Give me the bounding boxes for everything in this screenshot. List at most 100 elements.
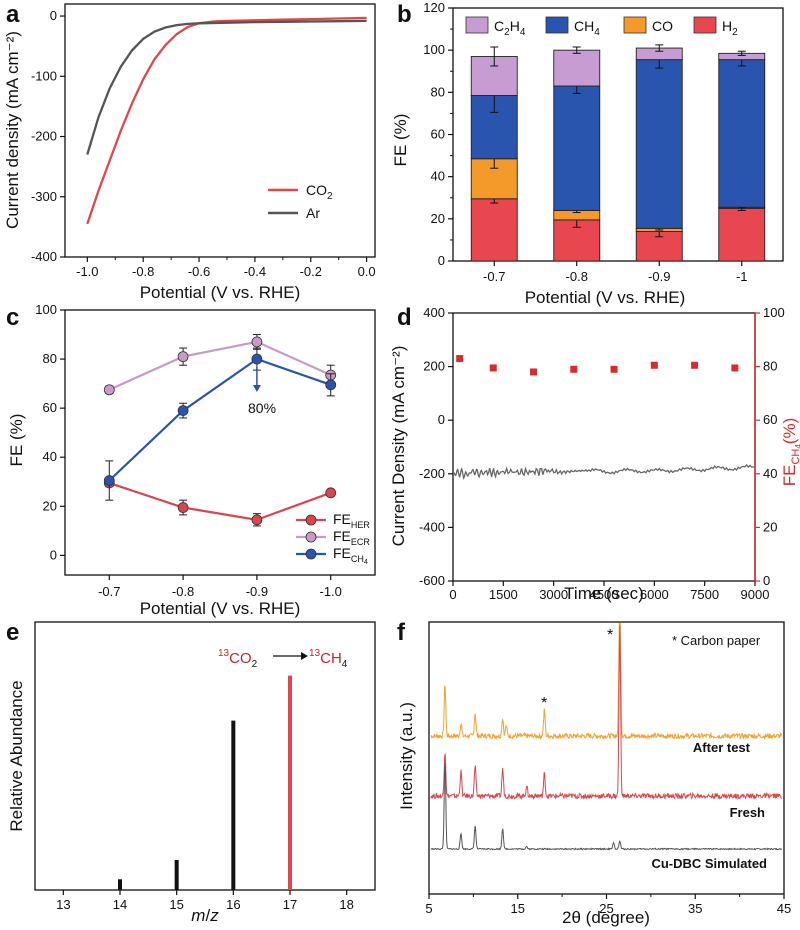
x-tick-label: -1.0 bbox=[320, 584, 342, 599]
panel-e-frame bbox=[34, 621, 376, 891]
fe-ch4-point bbox=[570, 365, 578, 373]
panel-letter-b: b bbox=[397, 1, 412, 28]
series-line-feher bbox=[108, 481, 332, 521]
legend-marker bbox=[305, 514, 317, 526]
y-tick-label: 0 bbox=[438, 412, 445, 427]
bar-co bbox=[470, 158, 518, 200]
fe-ch4-point bbox=[610, 365, 618, 373]
xrd-pattern-2 bbox=[430, 763, 783, 851]
x-tick-label: 16 bbox=[226, 897, 240, 912]
panel-c-chart: -0.7 -0.8 -0.9 -1.0 0 20 40 60 80 100 80% Potenti… bbox=[7, 302, 376, 618]
stick-mz-17 bbox=[288, 675, 292, 890]
y-right-tick-label: 0 bbox=[763, 573, 770, 588]
y-tick-label: 40 bbox=[431, 169, 445, 184]
series-line-feecr bbox=[108, 340, 332, 391]
fe-ch4-point bbox=[489, 364, 497, 372]
y-tick-label: -100 bbox=[31, 68, 57, 83]
data-point-fech4 bbox=[103, 475, 115, 486]
legend-label-co2: CO2 bbox=[306, 182, 333, 202]
x-tick-label: 17 bbox=[283, 897, 297, 912]
y-right-tick-label: 20 bbox=[763, 519, 777, 534]
data-point-feecr bbox=[177, 351, 189, 363]
x-tick-label: 1500 bbox=[489, 587, 518, 602]
y-tick-label: 60 bbox=[431, 127, 445, 142]
panel-a-frame bbox=[64, 3, 376, 258]
y-tick-label: 80 bbox=[431, 84, 445, 99]
panel-d-ylabel-right: FECH4(%) bbox=[780, 418, 800, 487]
x-tick-label: 0 bbox=[449, 587, 456, 602]
panel-e-ylabel: Relative Abundance bbox=[7, 680, 26, 831]
x-tick-label: 25 bbox=[599, 901, 613, 916]
legend-label-feher: FEHER bbox=[333, 511, 370, 530]
data-point-feecr bbox=[251, 336, 263, 348]
annotation-arrowhead bbox=[252, 385, 261, 392]
annotation-13co2: 13CO2 bbox=[218, 648, 258, 670]
y-tick-label: 200 bbox=[423, 359, 445, 374]
data-point-feher bbox=[177, 502, 189, 513]
data-point-feher bbox=[251, 514, 263, 526]
fe-ch4-point bbox=[530, 368, 538, 376]
panel-letter-c: c bbox=[6, 304, 19, 331]
y-tick-label: 40 bbox=[43, 449, 57, 464]
y-tick-label: 80 bbox=[43, 351, 57, 366]
y-tick-label: -400 bbox=[31, 249, 57, 264]
x-tick-label: -0.9 bbox=[648, 269, 670, 284]
panel-f-legend-note: * Carbon paper bbox=[672, 633, 761, 648]
fe-ch4-point bbox=[691, 361, 699, 369]
y-right-tick-label: 80 bbox=[763, 359, 777, 374]
y-tick-label: -200 bbox=[31, 129, 57, 144]
x-tick-label: 35 bbox=[688, 901, 702, 916]
panel-f-label-simulated: Cu-DBC Simulated bbox=[651, 856, 767, 871]
xrd-pattern-1 bbox=[430, 625, 782, 801]
y-tick-label: 0 bbox=[438, 253, 445, 268]
panel-c-annotation: 80% bbox=[248, 400, 276, 416]
data-point-fech4 bbox=[251, 353, 263, 365]
legend-swatch-h2 bbox=[693, 16, 717, 34]
fe-ch4-point bbox=[456, 355, 464, 363]
stick-mz-15 bbox=[174, 859, 179, 890]
x-tick-label: -0.7 bbox=[483, 269, 505, 284]
panel-letter-a: a bbox=[6, 1, 20, 28]
panel-a-xlabel: Potential (V vs. RHE) bbox=[140, 283, 301, 302]
annotation-13ch4: 13CH4 bbox=[309, 648, 348, 670]
stick-mz-16 bbox=[231, 720, 236, 890]
panel-b-chart: 0 20 40 60 80 100 120 -0.7 -0.8 -0.9 -1 Potential … bbox=[391, 0, 784, 307]
series-line-fech4 bbox=[108, 357, 332, 482]
data-point-fech4 bbox=[325, 379, 337, 391]
panel-letter-d: d bbox=[397, 304, 412, 331]
y-tick-label: 120 bbox=[423, 0, 445, 15]
panel-f-star-1: * bbox=[541, 695, 547, 712]
legend-label-c2h4: C2H4 bbox=[494, 18, 526, 38]
y-tick-label: 60 bbox=[43, 400, 57, 415]
panel-b-legend: C2H4 CH4 CO H2 bbox=[465, 16, 738, 38]
y-tick-label: -600 bbox=[419, 573, 445, 588]
bar-h2 bbox=[470, 198, 518, 262]
y-tick-label: -300 bbox=[31, 189, 57, 204]
y-right-tick-label: 100 bbox=[763, 305, 785, 320]
annotation-arrowhead bbox=[301, 652, 308, 660]
y-tick-label: 20 bbox=[43, 498, 57, 513]
legend-label-h2: H2 bbox=[722, 18, 738, 38]
legend-label-co: CO bbox=[652, 18, 673, 34]
y-tick-label: 400 bbox=[423, 305, 445, 320]
panel-a-legend: CO2 Ar bbox=[268, 182, 333, 221]
panel-e-annotation: 13CO2 13CH4 bbox=[218, 648, 348, 670]
y-tick-label: -200 bbox=[419, 466, 445, 481]
panel-d-xlabel: Time (sec) bbox=[564, 584, 644, 603]
fe-ch4-point bbox=[731, 364, 739, 372]
panel-c-ylabel: FE (%) bbox=[7, 414, 26, 467]
legend-swatch-feher bbox=[296, 514, 326, 526]
x-tick-label: 3000 bbox=[539, 587, 568, 602]
x-tick-label: 9000 bbox=[741, 587, 770, 602]
x-tick-label: -0.6 bbox=[188, 264, 210, 279]
legend-label-fech4: FECH4 bbox=[333, 545, 368, 566]
x-tick-label: -0.2 bbox=[300, 264, 322, 279]
fe-ch4-point bbox=[650, 361, 658, 369]
panel-b-xlabel: Potential (V vs. RHE) bbox=[525, 288, 686, 307]
legend-marker bbox=[305, 531, 317, 543]
x-tick-label: 15 bbox=[511, 901, 525, 916]
y-tick-label: 0 bbox=[50, 8, 57, 23]
data-point-feher bbox=[325, 487, 337, 499]
x-tick-label: 5 bbox=[425, 901, 432, 916]
